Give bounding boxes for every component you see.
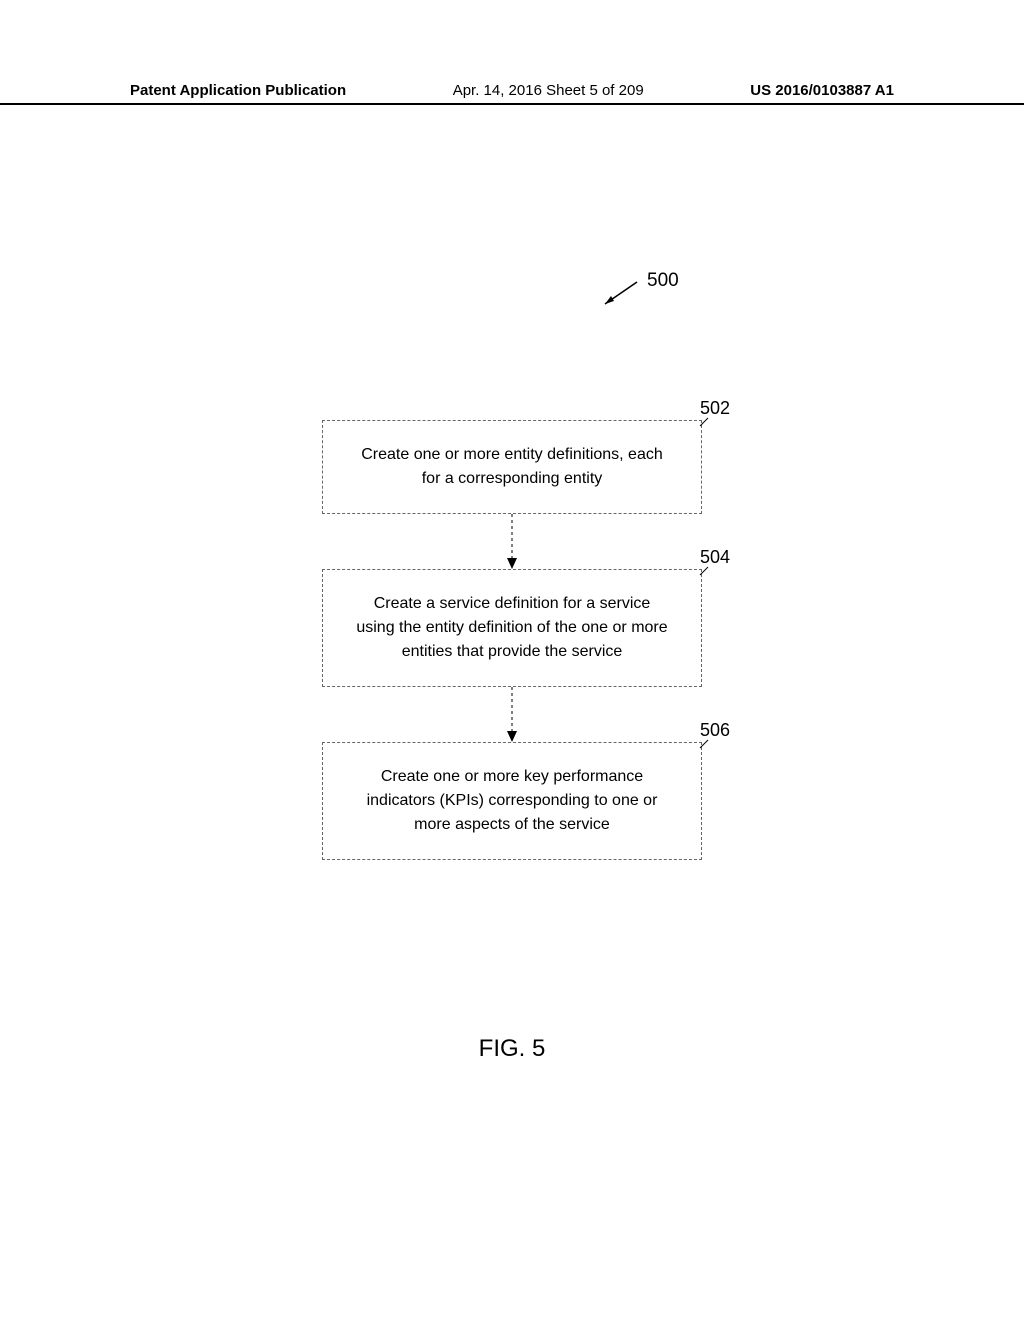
flow-node-504: Create a service definition for a servic…	[322, 569, 702, 687]
flow-node-506-wrapper: 506 Create one or more key performance i…	[322, 742, 702, 860]
reference-arrow-500	[597, 280, 647, 310]
figure-label: FIG. 5	[0, 1035, 1024, 1063]
header-date-sheet: Apr. 14, 2016 Sheet 5 of 209	[453, 82, 644, 99]
arrow-504-to-506	[502, 687, 522, 742]
flow-node-504-wrapper: 504 Create a service definition for a se…	[322, 569, 702, 687]
header-row: Patent Application Publication Apr. 14, …	[0, 82, 1024, 99]
flow-node-502: Create one or more entity definitions, e…	[322, 420, 702, 514]
node-reference-502: 502	[700, 398, 730, 419]
flowchart-body: 502 Create one or more entity definition…	[322, 420, 702, 860]
flow-node-502-wrapper: 502 Create one or more entity definition…	[322, 420, 702, 514]
node-reference-504: 504	[700, 547, 730, 568]
header-patent-number: US 2016/0103887 A1	[750, 82, 894, 99]
arrow-down-icon	[502, 514, 522, 569]
node-reference-506: 506	[700, 720, 730, 741]
arrow-down-icon	[502, 687, 522, 742]
flow-node-506: Create one or more key performance indic…	[322, 742, 702, 860]
arrow-502-to-504	[502, 514, 522, 569]
header-publication-label: Patent Application Publication	[130, 82, 346, 99]
diagram-reference-500: 500	[647, 270, 679, 292]
arrow-icon	[597, 280, 647, 310]
page-header: Patent Application Publication Apr. 14, …	[0, 82, 1024, 105]
flowchart-diagram: 500 502 Create one or more entity defini…	[0, 280, 1024, 860]
